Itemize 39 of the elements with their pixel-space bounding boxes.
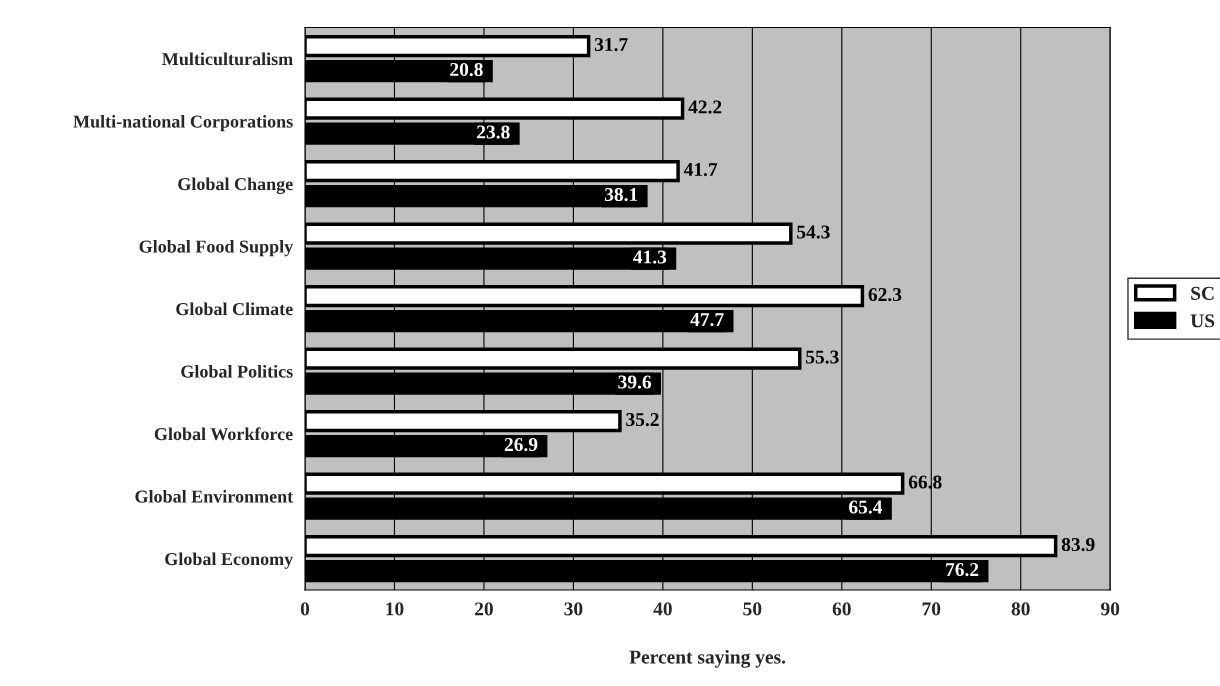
y-tick-label: Global Change — [178, 177, 293, 194]
data-label: 31.7 — [594, 37, 628, 52]
data-label: 54.3 — [797, 225, 830, 239]
x-tick-label: 50 — [743, 602, 762, 616]
x-tick-label: 0 — [300, 602, 310, 616]
data-label: 47.7 — [690, 313, 724, 327]
legend-label: SC — [1191, 286, 1214, 300]
data-label: 41.7 — [683, 163, 718, 177]
data-label: 42.2 — [688, 100, 722, 114]
data-label: 83.9 — [1061, 537, 1095, 552]
data-label: 55.3 — [806, 350, 839, 364]
data-label: 26.9 — [504, 438, 538, 452]
x-tick-label: 20 — [475, 602, 493, 616]
data-label: 23.8 — [477, 125, 510, 139]
data-label: 38.1 — [604, 187, 638, 202]
x-tick-label: 70 — [922, 602, 941, 616]
data-label: 20.8 — [450, 62, 483, 77]
x-tick-label: 10 — [386, 602, 404, 616]
y-tick-label: Global Workforce — [154, 427, 293, 441]
legend-label: US — [1190, 314, 1215, 328]
x-tick-label: 90 — [1101, 602, 1120, 616]
y-tick-label: Global Environment — [135, 489, 294, 503]
y-tick-label: Global Politics — [181, 364, 293, 378]
data-label: 62.3 — [868, 288, 902, 302]
y-tick-label: Global Climate — [176, 302, 293, 316]
x-tick-label: 60 — [832, 602, 851, 616]
x-tick-label: 40 — [653, 602, 672, 616]
x-tick-label: 30 — [564, 602, 583, 616]
y-tick-label: Global Food Supply — [139, 239, 294, 257]
data-label: 41.3 — [633, 250, 667, 264]
y-tick-label: Global Economy — [165, 552, 294, 569]
data-label: 76.2 — [946, 563, 979, 577]
x-tick-label: 80 — [1011, 602, 1030, 616]
y-tick-label: Multiculturalism — [162, 52, 293, 66]
data-label: 35.2 — [626, 413, 659, 427]
data-label: 65.4 — [849, 500, 883, 514]
y-tick-label: Multi-national Corporations — [73, 114, 293, 132]
data-label: 39.6 — [618, 375, 652, 389]
x-axis-title: Percent saying yes. — [629, 649, 786, 668]
